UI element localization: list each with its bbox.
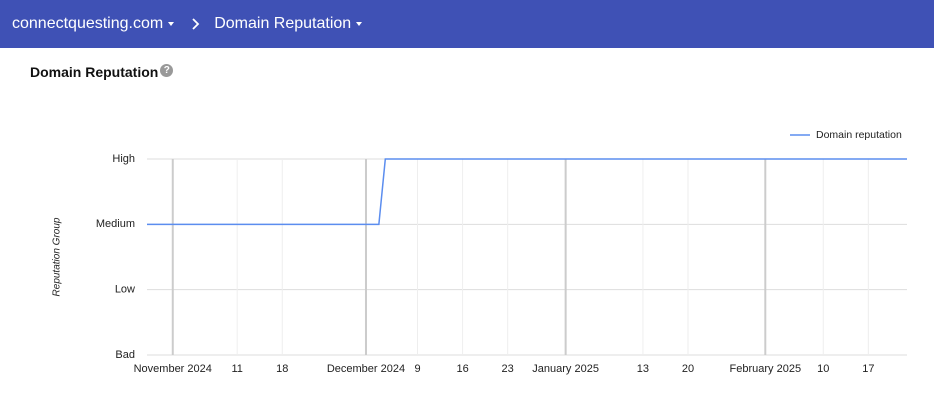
x-tick-label: 20 xyxy=(682,363,694,375)
caret xyxy=(356,22,363,26)
chevron xyxy=(192,18,200,30)
section-title: Domain Reputation? xyxy=(30,63,174,80)
y-tick-label: Low xyxy=(115,284,135,296)
x-tick-label: 16 xyxy=(456,363,468,375)
x-tick-label: 9 xyxy=(414,363,420,375)
data-line xyxy=(147,158,907,226)
x-tick-label: 18 xyxy=(276,363,288,375)
caret xyxy=(168,22,175,26)
legend-label: Domain reputation xyxy=(816,129,902,141)
x-tick-label: 11 xyxy=(231,363,242,375)
domain-dropdown[interactable]: connectquesting.com xyxy=(12,15,175,33)
y-axis-label: Reputation Group xyxy=(52,217,63,296)
domain-name: connectquesting.com xyxy=(12,15,164,32)
y-tick-label: High xyxy=(112,153,135,165)
x-tick-label: 10 xyxy=(817,363,829,375)
page-dropdown[interactable]: Domain Reputation xyxy=(214,15,363,33)
x-tick-label: February 2025 xyxy=(730,363,802,375)
y-tick-label: Medium xyxy=(96,218,135,230)
x-tick-label: 13 xyxy=(637,363,649,375)
top-bar: connectquesting.com Domain Reputation xyxy=(0,0,934,48)
section-title-text: Domain Reputation xyxy=(30,64,159,80)
y-tick-label: Bad xyxy=(115,349,135,361)
help-icon[interactable]: ? xyxy=(160,63,174,77)
x-tick-label: November 2024 xyxy=(134,363,212,375)
x-tick-label: 17 xyxy=(862,363,874,375)
chart: Bad Low Medium High November 2024 11 18 Decembe… xyxy=(52,129,907,375)
page-name: Domain Reputation xyxy=(214,15,352,32)
x-tick-label: January 2025 xyxy=(532,363,599,375)
x-tick-label: 23 xyxy=(502,363,514,375)
x-tick-label: December 2024 xyxy=(327,363,405,375)
